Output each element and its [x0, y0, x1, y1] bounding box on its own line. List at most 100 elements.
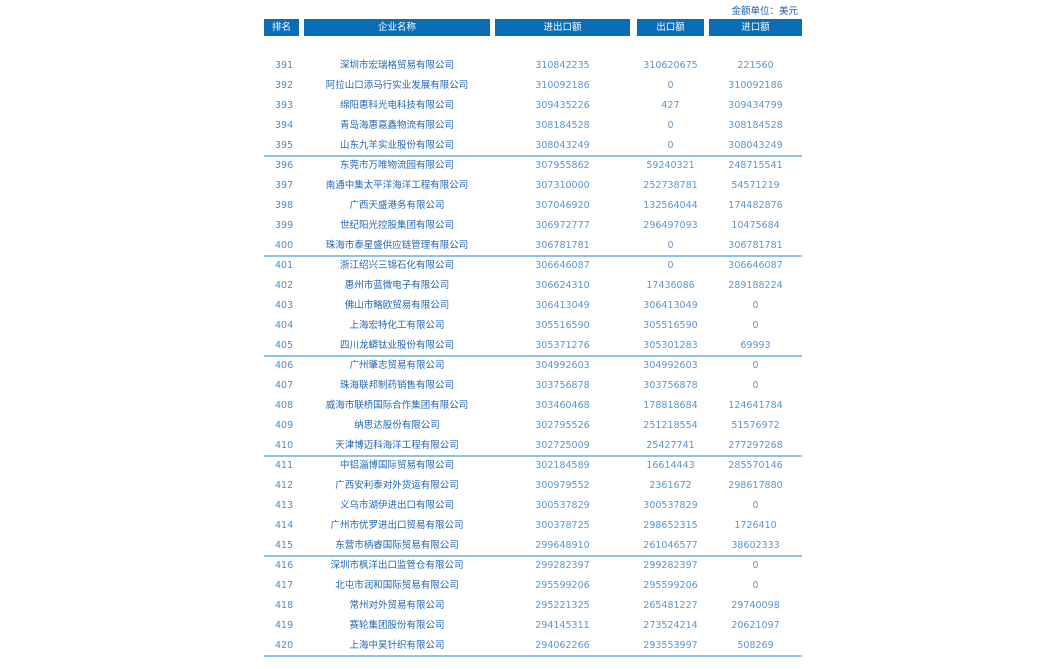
- rank-cell: 398: [275, 200, 294, 211]
- total-trade-cell: 305371276: [535, 340, 590, 351]
- table-row: 393 绵阳惠科光电科技有限公司 309435226 427 309434799: [264, 96, 802, 116]
- export-cell: 306413049: [643, 300, 698, 311]
- export-cell: 17436086: [646, 280, 695, 291]
- company-name-cell: 中铝淄博国际贸易有限公司: [339, 460, 454, 471]
- export-cell: 25427741: [646, 440, 695, 451]
- table-row: 405 四川龙蟒钛业股份有限公司 305371276 305301283 69993: [264, 336, 802, 357]
- export-cell: 296497093: [643, 220, 698, 231]
- total-trade-cell: 309435226: [535, 100, 590, 111]
- rank-cell: 412: [275, 480, 294, 491]
- table-row: 409 纳思达股份有限公司 302795526 251218554 51576972: [264, 416, 802, 436]
- import-cell: 54571219: [731, 180, 780, 191]
- company-name-cell: 南通中集太平洋海洋工程有限公司: [325, 180, 469, 191]
- rank-cell: 408: [275, 400, 294, 411]
- rank-cell: 409: [275, 420, 294, 431]
- export-cell: 298652315: [643, 520, 698, 531]
- total-trade-cell: 300537829: [535, 500, 590, 511]
- table-row: 408 威海市联桥国际合作集团有限公司 303460468 178818684 1246…: [264, 396, 802, 416]
- company-name-cell: 广州肇志贸易有限公司: [349, 360, 445, 371]
- import-cell: 29740098: [731, 600, 780, 611]
- rank-cell: 402: [275, 280, 294, 291]
- total-trade-cell: 295221325: [535, 600, 590, 611]
- total-trade-cell: 302725009: [535, 440, 590, 451]
- total-trade-cell: 299648910: [535, 540, 590, 551]
- import-cell: 1726410: [734, 520, 777, 531]
- table-row: 404 上海宏特化工有限公司 305516590 305516590 0: [264, 316, 802, 336]
- header-total-trade: 进出口额: [495, 19, 630, 36]
- import-cell: 508269: [737, 640, 774, 651]
- total-trade-cell: 303756878: [535, 380, 590, 391]
- import-cell: 308184528: [728, 120, 783, 131]
- table-row: 397 南通中集太平洋海洋工程有限公司 307310000 252738781 5457…: [264, 176, 802, 196]
- company-name-cell: 深圳市枫洋出口监管仓有限公司: [330, 560, 464, 571]
- table-row: 412 广西安利泰对外货运有限公司 300979552 2361672 29861788…: [264, 476, 802, 496]
- rank-cell: 417: [275, 580, 294, 591]
- rank-cell: 419: [275, 620, 294, 631]
- company-name-cell: 珠海联邦制药销售有限公司: [339, 380, 454, 391]
- import-cell: 174482876: [728, 200, 783, 211]
- rank-cell: 406: [275, 360, 294, 371]
- total-trade-cell: 294145311: [535, 620, 590, 631]
- total-trade-cell: 303460468: [535, 400, 590, 411]
- import-cell: 221560: [737, 60, 774, 71]
- import-cell: 285570146: [728, 460, 783, 471]
- total-trade-cell: 300979552: [535, 480, 590, 491]
- table-row: 413 义乌市湖伊进出口有限公司 300537829 300537829 0: [264, 496, 802, 516]
- company-name-cell: 青岛海惠嘉鑫物流有限公司: [339, 120, 454, 131]
- table-row: 400 珠海市泰星盛供应链管理有限公司 306781781 0 306781781: [264, 236, 802, 257]
- rank-cell: 395: [275, 140, 294, 151]
- export-cell: 0: [667, 120, 674, 131]
- table-row: 416 深圳市枫洋出口监管仓有限公司 299282397 299282397 0: [264, 556, 802, 576]
- import-cell: 289188224: [728, 280, 783, 291]
- rank-cell: 416: [275, 560, 294, 571]
- company-name-cell: 天津博迈科海洋工程有限公司: [335, 440, 459, 451]
- currency-unit-label: 金额单位：美元: [731, 6, 798, 17]
- total-trade-cell: 307310000: [535, 180, 590, 191]
- rank-cell: 414: [275, 520, 294, 531]
- total-trade-cell: 308184528: [535, 120, 590, 131]
- total-trade-cell: 306646087: [535, 260, 590, 271]
- import-cell: 0: [752, 360, 759, 371]
- table-row: 411 中铝淄博国际贸易有限公司 302184589 16614443 28557014…: [264, 456, 802, 476]
- import-cell: 306646087: [728, 260, 783, 271]
- company-name-cell: 山东九羊实业股份有限公司: [339, 140, 454, 151]
- company-name-cell: 珠海市泰星盛供应链管理有限公司: [325, 240, 469, 251]
- company-name-cell: 东莞市万唯物流园有限公司: [339, 160, 454, 171]
- table-row: 420 上海中昊针织有限公司 294062266 293553997 508269: [264, 636, 802, 657]
- table-row: 399 世纪阳光控股集团有限公司 306972777 296497093 1047568…: [264, 216, 802, 236]
- table-row: 410 天津博迈科海洋工程有限公司 302725009 25427741 2772972…: [264, 436, 802, 457]
- table-row: 396 东莞市万唯物流园有限公司 307955862 59240321 24871554…: [264, 156, 802, 176]
- company-name-cell: 上海宏特化工有限公司: [349, 320, 445, 331]
- export-cell: 0: [667, 140, 674, 151]
- company-name-cell: 义乌市湖伊进出口有限公司: [339, 500, 454, 511]
- table-row: 407 珠海联邦制药销售有限公司 303756878 303756878 0: [264, 376, 802, 396]
- import-cell: 0: [752, 580, 759, 591]
- company-name-cell: 威海市联桥国际合作集团有限公司: [325, 400, 469, 411]
- export-cell: 0: [667, 80, 674, 91]
- total-trade-cell: 295599206: [535, 580, 590, 591]
- rank-cell: 396: [275, 160, 294, 171]
- company-name-cell: 广西天盛港务有限公司: [349, 200, 445, 211]
- import-cell: 20621097: [731, 620, 780, 631]
- total-trade-cell: 308043249: [535, 140, 590, 151]
- total-trade-cell: 306413049: [535, 300, 590, 311]
- export-cell: 304992603: [643, 360, 698, 371]
- import-cell: 0: [752, 380, 759, 391]
- total-trade-cell: 306781781: [535, 240, 590, 251]
- export-cell: 132564044: [643, 200, 698, 211]
- export-cell: 251218554: [643, 420, 698, 431]
- table-row: 403 佛山市略欧贸易有限公司 306413049 306413049 0: [264, 296, 802, 316]
- import-cell: 0: [752, 300, 759, 311]
- rank-cell: 418: [275, 600, 294, 611]
- import-cell: 0: [752, 500, 759, 511]
- import-cell: 0: [752, 320, 759, 331]
- company-name-cell: 纳思达股份有限公司: [354, 420, 440, 431]
- company-name-cell: 北屯市润和国际贸易有限公司: [335, 580, 459, 591]
- company-name-cell: 广州市优罗进出口贸易有限公司: [330, 520, 464, 531]
- header-company-name: 企业名称: [304, 19, 490, 36]
- table-row: 406 广州肇志贸易有限公司 304992603 304992603 0: [264, 356, 802, 376]
- import-cell: 124641784: [728, 400, 783, 411]
- total-trade-cell: 302795526: [535, 420, 590, 431]
- import-cell: 308043249: [728, 140, 783, 151]
- table-row: 394 青岛海惠嘉鑫物流有限公司 308184528 0 308184528: [264, 116, 802, 136]
